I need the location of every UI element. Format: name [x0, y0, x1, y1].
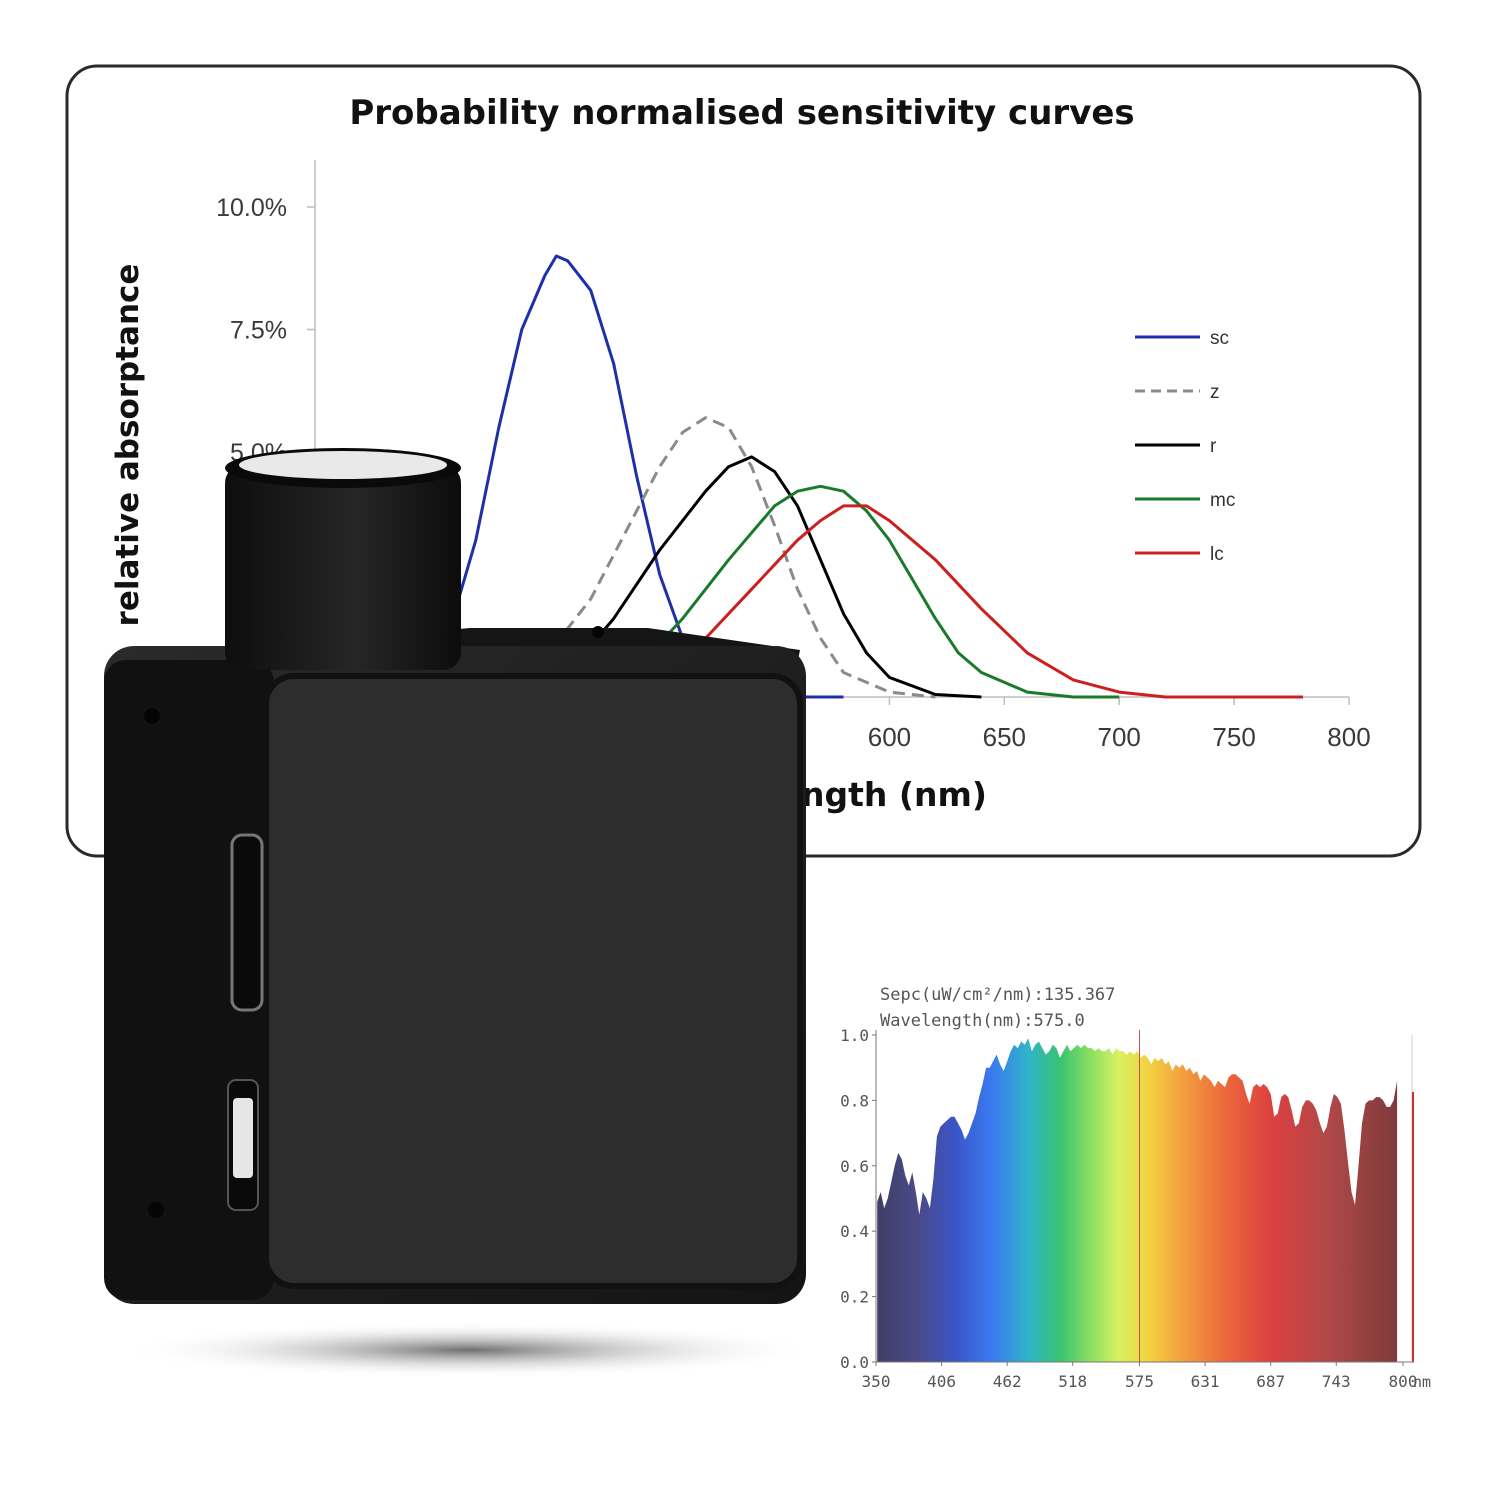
- spectrum-x-unit: nm: [1413, 1373, 1431, 1391]
- x-tick-label: 750: [1212, 722, 1255, 752]
- spectrum-y-tick-label: 0.2: [840, 1288, 869, 1307]
- legend-label-lc: lc: [1210, 544, 1224, 565]
- y-tick-label: 7.5%: [230, 317, 287, 345]
- spectrum-x-tick-label: 800: [1389, 1372, 1418, 1391]
- spectrum-y-tick-label: 0.0: [840, 1353, 869, 1372]
- device-front-face: [263, 673, 803, 1289]
- spectrum-x-tick-label: 631: [1191, 1372, 1220, 1391]
- series-line-z: [497, 416, 936, 699]
- spectrum-y-tick-label: 0.6: [840, 1157, 869, 1176]
- probe-cylinder: [225, 465, 461, 670]
- spectrum-annotation-irradiance: Sepc(uW/cm²/nm):135.367: [880, 985, 1115, 1005]
- screw-icon: [592, 626, 604, 638]
- y-tick-label: 10.0%: [216, 194, 287, 222]
- power-switch-knob: [233, 1098, 253, 1178]
- screw-icon: [144, 708, 160, 724]
- spectrum-area: [877, 1030, 1414, 1362]
- series-line-r: [521, 455, 982, 699]
- spectrum-x-tick-label: 406: [927, 1372, 956, 1391]
- spectrum-y-tick-label: 1.0: [840, 1026, 869, 1045]
- device-shadow: [120, 1322, 820, 1378]
- x-tick-label: 650: [983, 722, 1026, 752]
- legend-label-r: r: [1210, 436, 1217, 457]
- usb-port: [230, 833, 264, 1012]
- x-axis-title: ngth (nm): [801, 775, 987, 814]
- spectrum-annotation-wavelength: Wavelength(nm):575.0: [880, 1011, 1085, 1031]
- spectrum-x-tick-label: 518: [1058, 1372, 1087, 1391]
- x-tick-label: 600: [868, 722, 911, 752]
- spectrum-x-tick-label: 743: [1322, 1372, 1351, 1391]
- spectrum-y-tick-label: 0.4: [840, 1222, 869, 1241]
- screw-icon: [148, 1202, 164, 1218]
- series-line-mc: [589, 484, 1120, 699]
- x-tick-label: 700: [1098, 722, 1141, 752]
- spectrum-x-tick-label: 350: [862, 1372, 891, 1391]
- legend-label-z: z: [1210, 382, 1220, 403]
- spectrum-fill: [877, 1038, 1398, 1362]
- spectrum-x-tick-label: 462: [993, 1372, 1022, 1391]
- legend-label-mc: mc: [1210, 490, 1235, 511]
- chart-title: Probability normalised sensitivity curve…: [349, 93, 1134, 133]
- legend: sc z r mc lc: [1135, 328, 1235, 565]
- legend-label-sc: sc: [1210, 328, 1229, 349]
- spectrum-x-tick-label: 687: [1256, 1372, 1285, 1391]
- x-tick-label: 800: [1327, 722, 1370, 752]
- spectrum-x-tick-label: 575: [1125, 1372, 1154, 1391]
- probe-diffuser: [239, 451, 447, 479]
- spectrum-axes: [872, 1030, 1414, 1366]
- spectrum-y-tick-label: 0.8: [840, 1091, 869, 1110]
- series-line-lc: [613, 504, 1303, 699]
- y-axis-title: relative absorptance: [110, 264, 146, 627]
